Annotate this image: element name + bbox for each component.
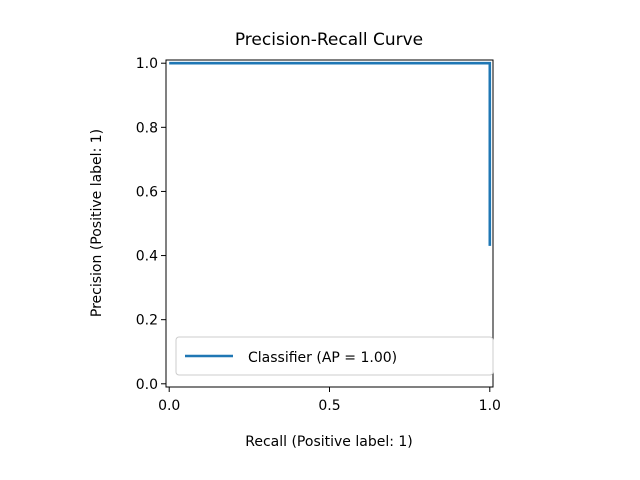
plot-area	[165, 59, 494, 388]
y-tick-label: 1.0	[136, 56, 158, 72]
y-tick-label: 0.4	[136, 249, 158, 265]
y-axis-label: Precision (Positive label: 1)	[89, 129, 105, 317]
y-tick-label: 0.8	[136, 120, 158, 136]
x-axis: 0.0 0.5 1.0	[158, 387, 501, 414]
legend-label-classifier: Classifier (AP = 1.00)	[248, 350, 397, 366]
y-axis: 0.0 0.2 0.4 0.6 0.8 1.0	[136, 56, 166, 393]
y-tick-label: 0.0	[136, 377, 158, 393]
y-tick-label: 0.6	[136, 184, 158, 200]
chart-title: Precision-Recall Curve	[235, 30, 423, 50]
legend-box	[175, 336, 494, 376]
x-tick-label: 0.0	[158, 398, 180, 414]
x-tick-label: 0.5	[318, 398, 340, 414]
series-layer	[169, 61, 492, 246]
x-axis-label: Recall (Positive label: 1)	[245, 434, 413, 450]
plot-background	[166, 60, 493, 387]
x-tick-label: 1.0	[479, 398, 501, 414]
legend: Classifier (AP = 1.00)	[175, 336, 494, 376]
y-tick-label: 0.2	[136, 313, 158, 329]
series-line-classifier	[169, 61, 492, 246]
